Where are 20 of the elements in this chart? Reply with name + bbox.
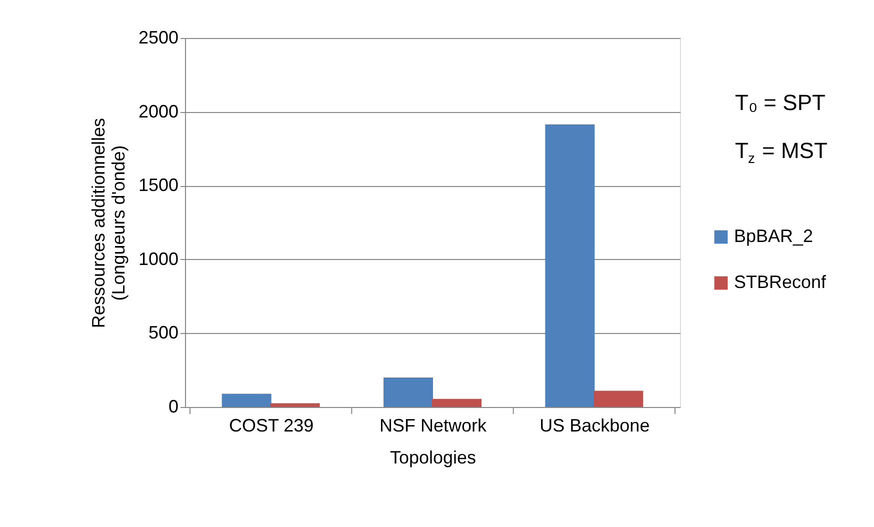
x-tick-label: NSF Network <box>379 416 488 436</box>
x-tick-label: US Backbone <box>540 416 650 436</box>
y-axis-title: Ressources additionnelles (Longueurs d'onde) <box>88 118 128 328</box>
y-tick-label: 500 <box>148 322 178 343</box>
bar <box>432 398 482 407</box>
bar <box>594 390 644 407</box>
y-tick-label: 2000 <box>138 101 178 122</box>
bar <box>270 403 320 407</box>
legend-label: STBReconf <box>734 272 828 292</box>
x-axis-title: Topologies <box>390 448 476 468</box>
bar <box>545 124 595 407</box>
y-tick-label: 0 <box>168 396 178 416</box>
y-tick-label: 1500 <box>138 175 178 196</box>
bar <box>222 394 272 407</box>
y-tick-label: 1000 <box>138 248 178 269</box>
legend-label: BpBAR_2 <box>734 226 814 246</box>
text: T₀ = SPT <box>735 90 826 115</box>
x-tick-label: COST 239 <box>228 416 314 436</box>
bar <box>384 377 433 407</box>
y-tick-label: 2500 <box>138 28 178 48</box>
